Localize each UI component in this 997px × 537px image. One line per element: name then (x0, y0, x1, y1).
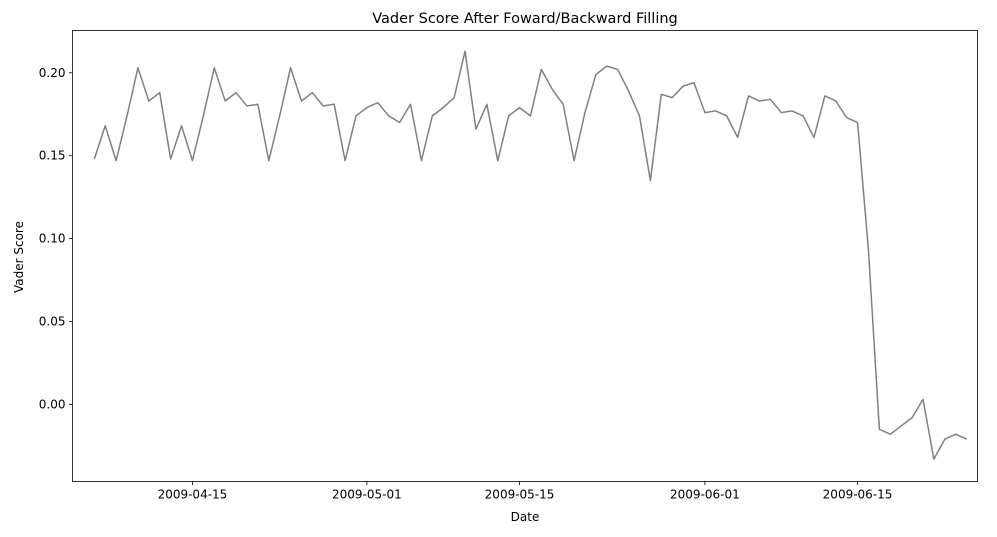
series-layer (93, 50, 967, 460)
chart-title: Vader Score After Foward/Backward Fillin… (372, 11, 678, 27)
x-tick-label: 2009-05-15 (485, 488, 555, 502)
x-tick-label: 2009-04-15 (158, 488, 228, 502)
y-tick-label: 0.00 (39, 397, 66, 411)
plot-frame (72, 30, 978, 482)
x-tick-label: 2009-06-15 (823, 488, 893, 502)
series-line-0 (93, 50, 967, 460)
x-axis-ticks: 2009-04-15 2009-05-01 2009-05-15 2009-06-01… (158, 481, 893, 502)
x-tick-label: 2009-05-01 (332, 488, 402, 502)
y-tick-label: 0.05 (39, 314, 66, 328)
x-axis-label: Date (511, 510, 540, 524)
y-tick-label: 0.10 (39, 232, 66, 246)
y-axis-ticks: 0.00 0.05 0.10 0.15 0.20 (39, 66, 73, 411)
y-axis-label: Vader Score (12, 221, 26, 293)
x-tick-label: 2009-06-01 (670, 488, 740, 502)
y-tick-label: 0.15 (39, 149, 66, 163)
y-tick-label: 0.20 (39, 66, 66, 80)
